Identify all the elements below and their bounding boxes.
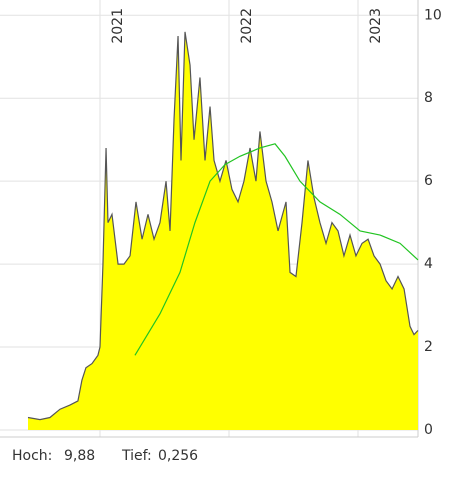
x-tick-label: 2023 [368,8,384,44]
area-fill [28,31,418,430]
average-line [134,143,419,356]
high-value: 9,88 [64,448,95,464]
high-label: Hoch: [12,448,52,464]
x-tick-label: 2021 [110,8,126,44]
price-line [27,31,419,421]
y-tick-label: 10 [424,7,442,23]
x-tick-label: 2022 [239,8,255,44]
low-value: 0,256 [158,448,198,464]
y-tick-label: 0 [424,422,433,438]
low-label: Tief: [121,448,152,464]
y-tick-label: 8 [424,90,433,106]
y-tick-label: 4 [424,256,433,272]
y-tick-label: 6 [424,173,433,189]
y-tick-label: 2 [424,339,433,355]
